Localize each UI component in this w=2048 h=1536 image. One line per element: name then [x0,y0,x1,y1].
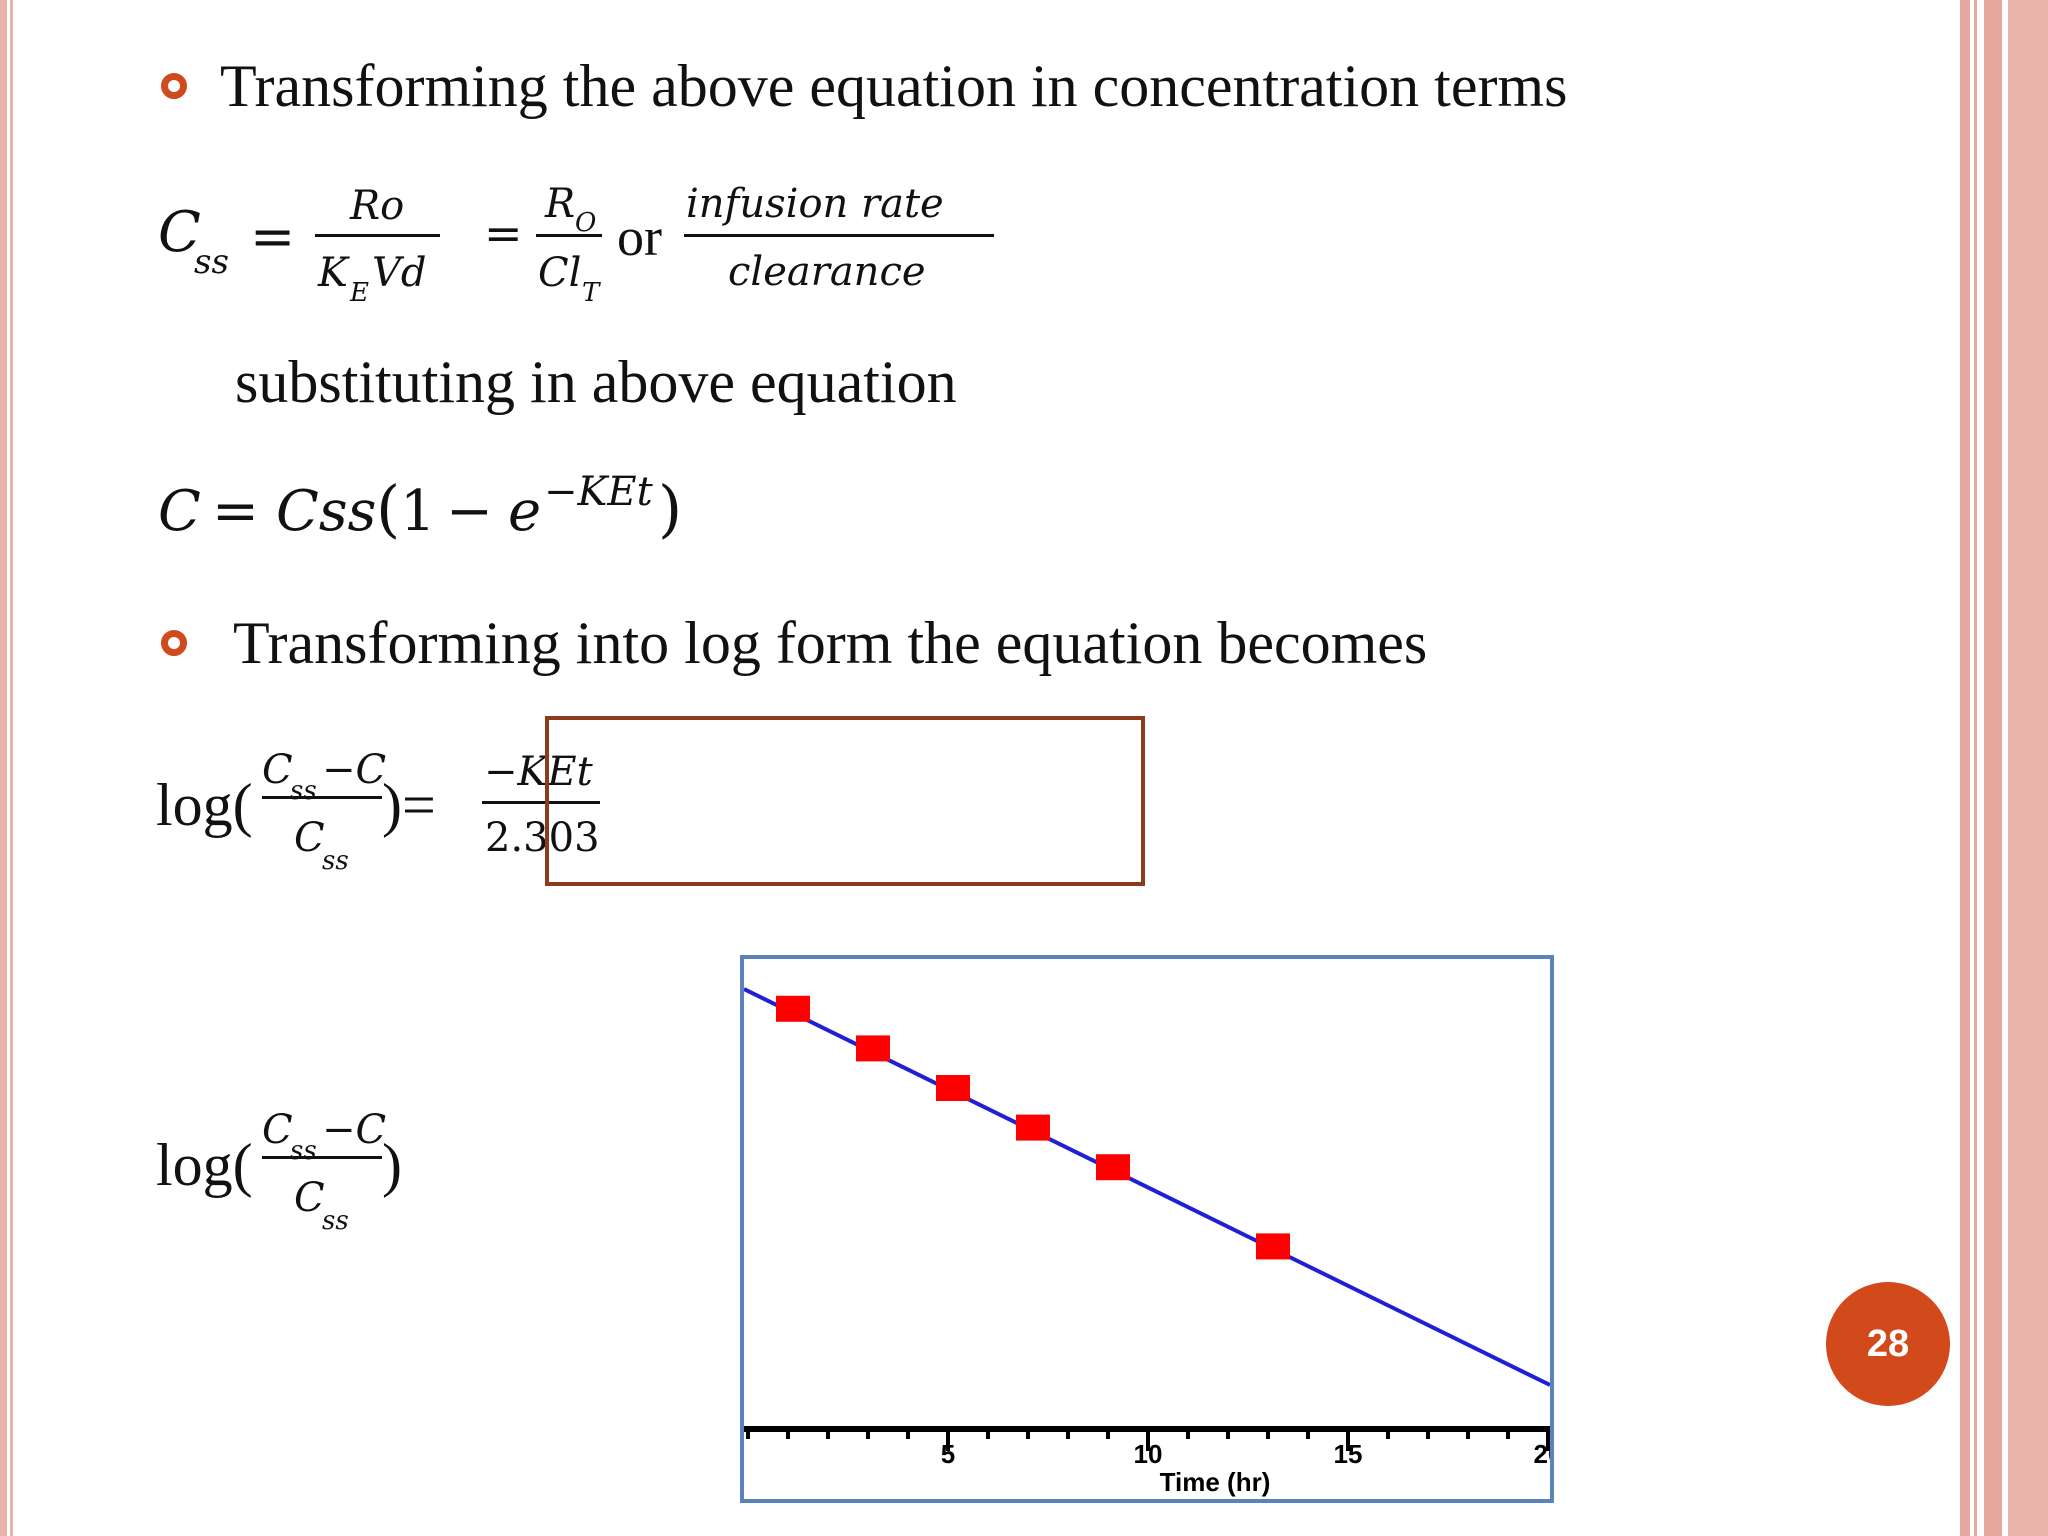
eq4-num-sub: ss [290,1136,317,1166]
left-border-stripe-thin [10,0,13,1536]
right-border-stripe [2008,0,2048,1536]
right-border-stripe [1960,0,1970,1536]
eq2-lhs: C [158,479,201,544]
eq1-f2-num-r: R [545,181,576,227]
eq3-num-sub: ss [290,776,317,806]
x-tick-label: 10 [1134,1439,1163,1469]
substituting-text: substituting in above equation [235,349,957,415]
data-point [1256,1233,1290,1260]
eq1-lhs-sub: ss [194,242,229,282]
eq2-one: 1 [400,479,436,544]
eq1-f2-den-cl: Cl [538,250,582,296]
fraction-bar [482,801,600,804]
fraction-bar [262,796,382,799]
eq3-rhs-num: −KEt [484,749,593,795]
x-tick-label: 15 [1334,1439,1363,1469]
eq1-f1-den-vd: Vd [372,250,427,296]
eq3-num-c: C [262,747,293,793]
eq3-num-minus-c: −C [322,747,387,793]
fraction-bar [262,1156,382,1159]
fraction-bar [315,234,440,237]
fraction-bar [684,234,994,237]
eq3-den-c: C [294,815,325,861]
eq3-den-sub: ss [322,846,349,876]
data-point [776,995,810,1022]
eq1-f1-den-sub: E [350,278,369,308]
eq4-num-c: C [262,1107,293,1153]
data-point [1096,1154,1130,1181]
x-axis-label: Time (hr) [1160,1467,1271,1497]
fraction-bar [536,234,602,237]
eq2-paren-close: ) [658,472,683,545]
eq4-close: ) [382,1132,402,1198]
highlight-box [545,716,1145,886]
page-number-badge: 28 [1826,1282,1950,1406]
eq1-equals-2: = [484,206,523,260]
eq1-lhs-c: C [158,200,201,265]
bullet-icon [161,73,187,99]
eq4-log: log( [156,1132,253,1198]
eq2-minus: − [446,479,493,544]
eq4-num-minus-c: −C [322,1107,387,1153]
eq1-f2-den-sub: T [582,278,600,308]
eq3-close-equals: )= [382,772,436,838]
chart-frame: 5 10 15 20 Time (hr) [740,955,1562,1503]
eq1-f3-num: infusion rate [686,181,944,227]
bullet-icon [161,630,187,656]
eq1-f3-den: clearance [728,249,926,295]
eq3-rhs-den: 2.303 [485,815,600,861]
right-border-stripe [1974,0,1977,1536]
eq2-exponent: −KEt [544,469,653,515]
data-point [1016,1114,1050,1141]
eq2-equals: = [212,479,259,544]
eq2-paren-open: ( [376,472,401,545]
eq1-f1-den-k: K [318,250,348,296]
eq2-e: e [508,479,542,544]
data-point [856,1035,890,1062]
data-point [936,1075,970,1101]
eq2-css: Css [276,479,377,544]
x-tick-label: 5 [941,1439,955,1469]
eq4-den-sub: ss [322,1206,349,1236]
right-border-stripe [1984,0,2002,1536]
eq3-log: log( [156,772,253,838]
bullet-text-2: Transforming into log form the equation … [233,610,1428,676]
left-border-stripe [0,0,7,1536]
eq1-f2-num-sub: O [575,208,597,238]
eq4-den-c: C [294,1175,325,1221]
eq1-f1-num: Ro [350,183,405,229]
eq1-or: or [617,207,662,267]
eq1-equals: = [250,205,296,268]
x-tick-label: 20 [1534,1439,1550,1469]
bullet-text-1: Transforming the above equation in conce… [220,53,1568,119]
chart: 5 10 15 20 Time (hr) [743,987,1562,1497]
